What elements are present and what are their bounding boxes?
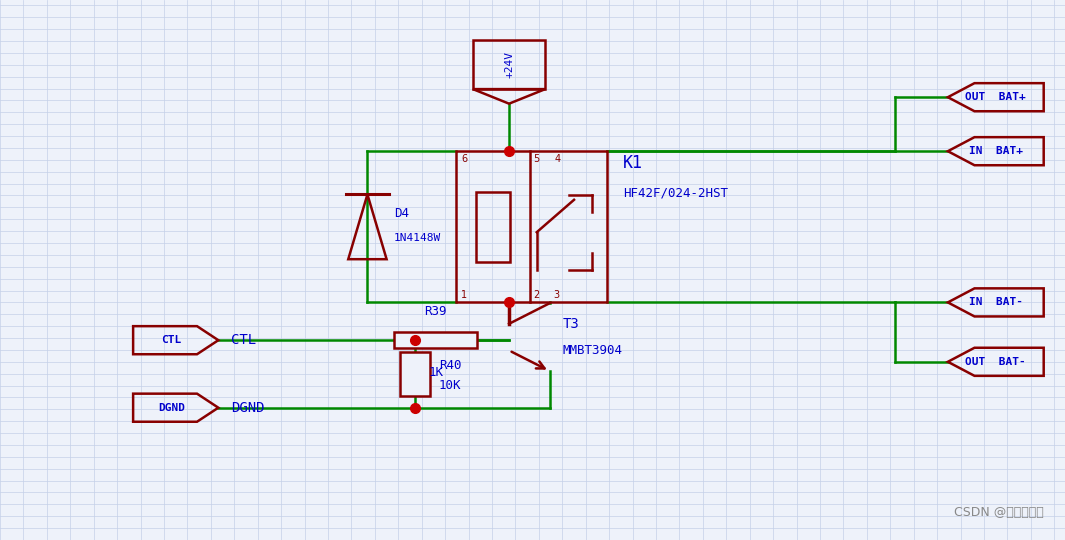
Text: 5: 5: [534, 154, 540, 164]
Bar: [476, 192, 510, 262]
Text: 1: 1: [461, 289, 468, 300]
Text: DGND: DGND: [158, 403, 185, 413]
Text: CTL: CTL: [161, 335, 182, 345]
Bar: [400, 352, 430, 395]
Text: R39: R39: [424, 305, 447, 318]
Text: D4: D4: [394, 207, 409, 220]
Text: IN  BAT-: IN BAT-: [969, 298, 1022, 307]
Text: MMBT3904: MMBT3904: [562, 345, 622, 357]
Text: K1: K1: [623, 154, 643, 172]
Text: 2: 2: [534, 289, 540, 300]
Bar: [473, 40, 545, 89]
Text: 10K: 10K: [439, 379, 461, 393]
Text: 1K: 1K: [428, 366, 443, 379]
Text: IN  BAT+: IN BAT+: [969, 146, 1022, 156]
Text: CSDN @就爱吃夜宵: CSDN @就爱吃夜宵: [954, 507, 1044, 519]
Text: 6: 6: [461, 154, 468, 164]
Text: 1N4148W: 1N4148W: [394, 233, 441, 242]
Text: DGND: DGND: [231, 401, 264, 415]
Text: OUT  BAT-: OUT BAT-: [965, 357, 1027, 367]
Text: 4: 4: [555, 154, 561, 164]
Bar: [456, 151, 607, 302]
Text: R40: R40: [439, 359, 461, 373]
Text: 3: 3: [554, 289, 560, 300]
Text: +24V: +24V: [504, 51, 514, 78]
Text: CTL: CTL: [231, 333, 257, 347]
Text: T3: T3: [562, 317, 579, 331]
Text: HF42F/024-2HST: HF42F/024-2HST: [623, 186, 728, 199]
Text: OUT  BAT+: OUT BAT+: [965, 92, 1027, 102]
Bar: [394, 332, 477, 348]
